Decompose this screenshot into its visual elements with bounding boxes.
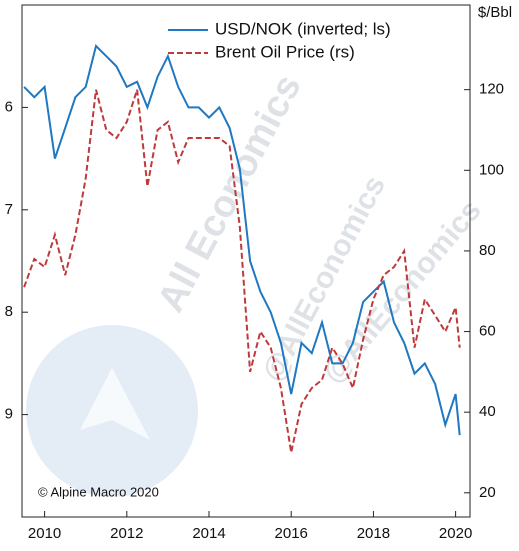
x-tick-label: 2018 bbox=[357, 525, 390, 542]
y-tick-label: 6 bbox=[5, 98, 13, 115]
x-tick-label: 2012 bbox=[110, 525, 143, 542]
watermark: @AllEconomics bbox=[256, 171, 392, 387]
y-tick-label: 8 bbox=[5, 303, 13, 320]
y2-tick-label: 120 bbox=[479, 81, 504, 98]
x-tick-label: 2014 bbox=[192, 525, 225, 542]
x-tick-label: 2010 bbox=[28, 525, 61, 542]
legend-label: USD/NOK (inverted; ls) bbox=[215, 19, 391, 38]
series-line bbox=[23, 44, 461, 436]
watermark: All Economics bbox=[150, 68, 310, 319]
y2-axis-label: $/Bbl bbox=[478, 4, 512, 21]
y2-tick-label: 100 bbox=[479, 161, 504, 178]
y2-tick-label: 80 bbox=[479, 242, 496, 259]
series-line bbox=[23, 89, 461, 453]
y2-tick-label: 20 bbox=[479, 484, 496, 501]
plot-frame bbox=[21, 4, 471, 518]
legend-label: Brent Oil Price (rs) bbox=[215, 42, 355, 61]
source: © Alpine Macro 2020 bbox=[38, 484, 159, 499]
y-tick-label: 7 bbox=[5, 201, 13, 218]
y-tick-label: 9 bbox=[5, 406, 13, 423]
y2-tick-label: 60 bbox=[479, 323, 496, 340]
x-tick-label: 2016 bbox=[275, 525, 308, 542]
y2-tick-label: 40 bbox=[479, 403, 496, 420]
logo-mark bbox=[80, 368, 150, 440]
x-tick-label: 2020 bbox=[439, 525, 472, 542]
